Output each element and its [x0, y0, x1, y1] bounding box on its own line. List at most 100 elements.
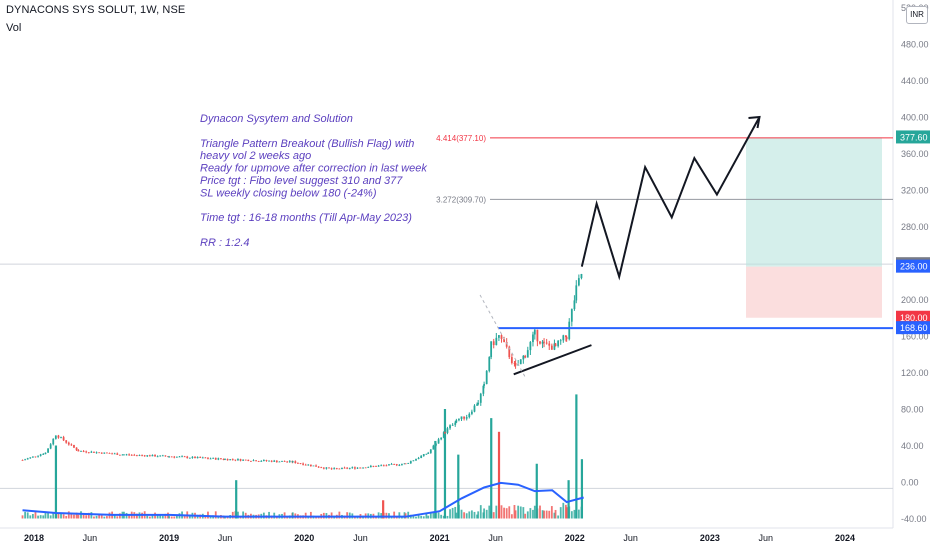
price-label: 377.60 [900, 132, 928, 142]
x-tick-label: Jun [623, 533, 638, 543]
candle-body [380, 465, 383, 467]
candle-body [146, 455, 149, 457]
volume-bar [44, 512, 47, 519]
candle-body [522, 355, 525, 360]
candle-body [85, 451, 88, 453]
candle-body [325, 467, 328, 469]
symbol-title[interactable]: DYNACONS SYS SOLUT, 1W, NSE [6, 4, 186, 16]
candle-body [108, 453, 111, 454]
volume-bar [533, 505, 536, 519]
volume-bar [75, 512, 78, 519]
candle-body [429, 449, 432, 453]
candle-body [375, 466, 377, 467]
volume-bar [95, 515, 98, 519]
volume-bar [477, 511, 480, 519]
candle-body [161, 455, 164, 457]
candle-body [186, 456, 189, 459]
candle-body [565, 337, 568, 340]
candle-body [42, 454, 45, 455]
volume-bar [268, 511, 270, 519]
volume-bar [24, 511, 27, 519]
volume-bar [47, 511, 49, 519]
candle-body [580, 273, 583, 279]
candle-body [250, 461, 252, 462]
candle-body [309, 464, 312, 467]
volume-bar [57, 513, 60, 519]
candle-body [568, 321, 571, 340]
candle-body [401, 464, 403, 465]
candle-body [356, 467, 359, 469]
candle-body [121, 454, 124, 456]
candle-body [425, 453, 428, 455]
volume-indicator-label[interactable]: Vol [6, 22, 22, 34]
candle-body [125, 454, 128, 456]
candle-body [458, 419, 460, 421]
candle-body [359, 467, 362, 469]
volume-bar [244, 512, 247, 519]
volume-bar [468, 511, 471, 519]
candle-body [443, 432, 446, 433]
volume-bar [503, 507, 505, 519]
price-label-box [896, 310, 930, 324]
volume-bar [231, 511, 234, 519]
price-label-box [896, 321, 930, 335]
candle-body [167, 456, 169, 458]
candle-body [503, 338, 505, 343]
volume-bar [82, 514, 85, 519]
candle-body [283, 461, 286, 462]
candle-body [483, 383, 486, 386]
candle-body [317, 466, 320, 468]
x-tick-label: Jun [83, 533, 98, 543]
candle-body [143, 455, 146, 457]
volume-bar [545, 510, 548, 519]
volume-bar [338, 511, 341, 519]
volume-bar [60, 513, 62, 519]
candle-body [52, 438, 55, 445]
candle-body [526, 350, 529, 358]
candle-body [490, 341, 493, 358]
candle-body [495, 337, 498, 346]
candle-body [224, 459, 226, 460]
candle-body [545, 342, 548, 344]
candle-body [407, 463, 410, 464]
x-tick-label: 2018 [24, 533, 44, 543]
candle-body [404, 463, 407, 465]
volume-spike [443, 409, 447, 519]
volume-bar [26, 512, 29, 519]
candle-body [106, 452, 108, 454]
volume-bar [209, 516, 212, 519]
triangle-guide-line [479, 294, 526, 378]
volume-bar [420, 515, 423, 519]
volume-bar [398, 512, 401, 519]
candle-body [322, 467, 325, 469]
time-axis[interactable]: 2018 Jun 2019 Jun 2020 Jun 2021 Jun 2022 Jun 2023 J… [24, 533, 855, 543]
volume-bar [522, 507, 525, 519]
price-label: 168.60 [900, 323, 928, 333]
candle-body [437, 439, 440, 444]
candle-body [260, 460, 263, 462]
candle-body [498, 335, 500, 338]
currency-button[interactable]: INR [906, 6, 928, 24]
candle-body [479, 393, 482, 403]
volume-bar [87, 512, 90, 519]
volume-bar [242, 511, 245, 519]
candle-body [67, 442, 70, 445]
candle-body [468, 413, 471, 418]
volume-bar [437, 512, 440, 519]
y-tick-label: 80.00 [901, 405, 924, 415]
volume-bar [541, 510, 544, 519]
price-axis[interactable]: 520.00480.00440.00400.00360.00320.00280.… [896, 3, 930, 524]
candle-body [333, 468, 336, 470]
candle-body [559, 340, 562, 342]
y-tick-label: -40.00 [901, 514, 927, 524]
candle-body [286, 461, 289, 463]
volume-bar [237, 511, 239, 519]
candle-body [128, 454, 131, 456]
candle-body [390, 464, 393, 465]
candle-body [573, 300, 576, 310]
candle-body [412, 460, 415, 462]
candle-body [257, 461, 260, 463]
candle-body [420, 455, 423, 458]
y-tick-label: 360.00 [901, 149, 929, 159]
